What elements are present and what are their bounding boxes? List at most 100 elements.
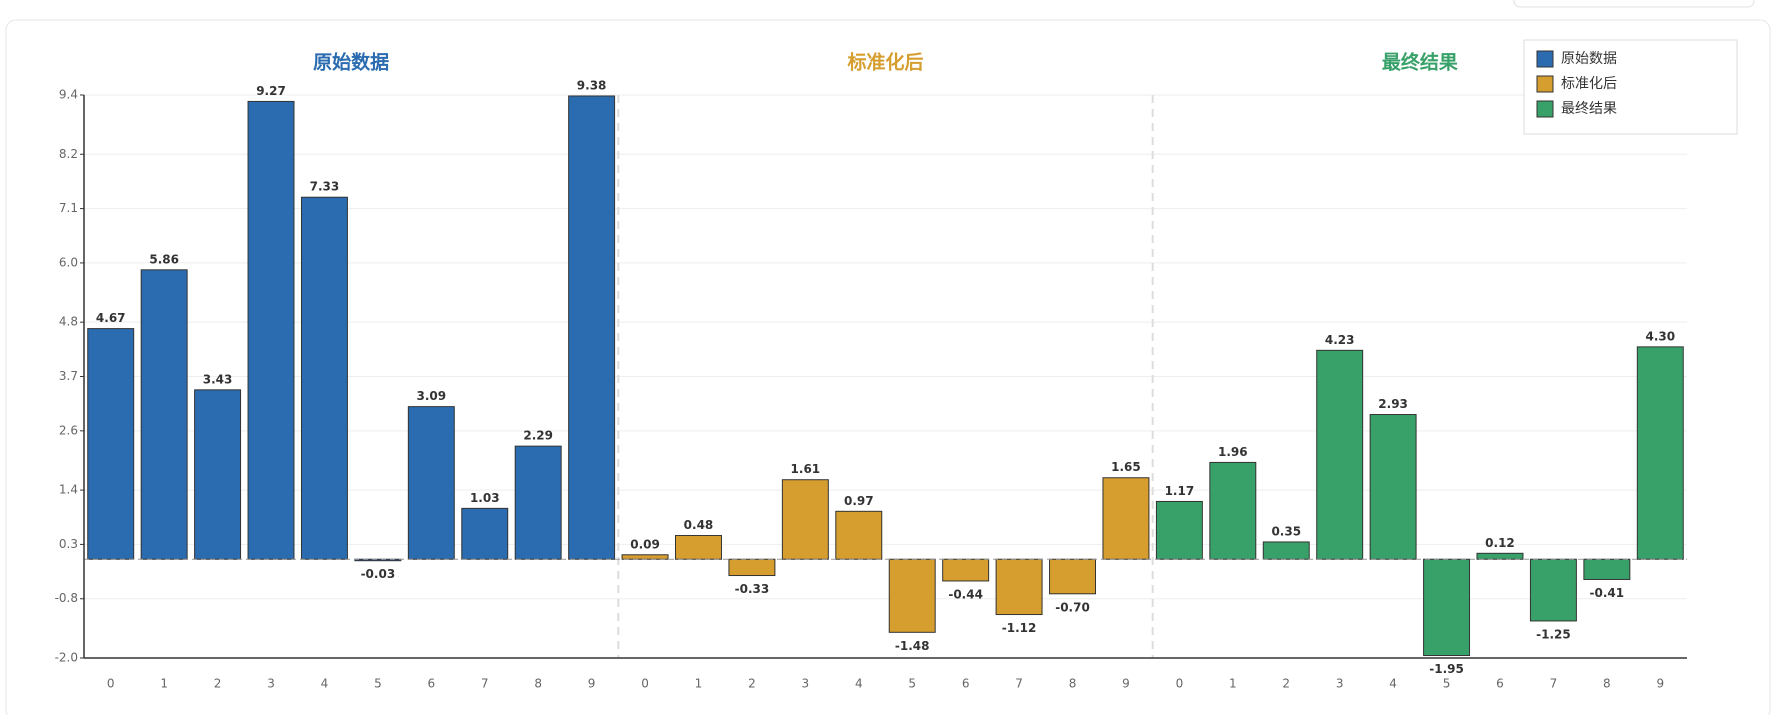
x-tick-label: 0 bbox=[107, 677, 115, 691]
value-label: 1.65 bbox=[1111, 460, 1141, 474]
x-tick-label: 5 bbox=[908, 677, 916, 691]
value-label: -1.25 bbox=[1536, 627, 1571, 641]
value-label: 4.67 bbox=[96, 311, 126, 325]
legend-swatch bbox=[1536, 75, 1554, 93]
bar bbox=[1369, 414, 1417, 560]
panel-title: 最终结果 bbox=[1382, 51, 1458, 74]
bar bbox=[781, 479, 829, 560]
x-tick-label: 1 bbox=[695, 677, 703, 691]
x-tick-label: 2 bbox=[1282, 677, 1290, 691]
y-tick-label: 8.2 bbox=[59, 147, 78, 161]
y-tick-label: 9.4 bbox=[59, 88, 78, 102]
x-tick-label: 2 bbox=[214, 677, 222, 691]
value-label: 0.48 bbox=[684, 518, 714, 532]
bar bbox=[835, 510, 883, 560]
bar bbox=[461, 507, 509, 560]
x-tick-label: 0 bbox=[641, 677, 649, 691]
bar bbox=[1636, 346, 1684, 560]
x-tick-label: 6 bbox=[962, 677, 970, 691]
panel-title: 原始数据 bbox=[313, 51, 389, 74]
bar bbox=[1209, 461, 1257, 560]
y-tick-label: -0.8 bbox=[55, 591, 78, 605]
x-tick-label: 7 bbox=[1550, 677, 1558, 691]
bar bbox=[942, 558, 990, 582]
bar bbox=[1316, 349, 1364, 560]
y-tick-label: 2.6 bbox=[59, 423, 78, 437]
bar bbox=[87, 328, 135, 560]
x-tick-label: 2 bbox=[748, 677, 756, 691]
bar bbox=[407, 406, 455, 560]
legend-box bbox=[1523, 39, 1738, 135]
bar bbox=[1102, 477, 1150, 560]
y-tick-label: 0.3 bbox=[59, 537, 78, 551]
bar bbox=[1262, 541, 1310, 560]
x-tick-label: 8 bbox=[1603, 677, 1611, 691]
value-label: -0.03 bbox=[361, 567, 396, 581]
value-label: 3.43 bbox=[203, 372, 233, 386]
bar bbox=[995, 558, 1043, 616]
y-tick-label: 1.4 bbox=[59, 483, 78, 497]
x-tick-label: 8 bbox=[1069, 677, 1077, 691]
bar bbox=[354, 558, 402, 562]
bar bbox=[888, 558, 936, 633]
value-label: 4.30 bbox=[1645, 329, 1675, 343]
value-label: 1.17 bbox=[1165, 484, 1195, 498]
x-tick-label: 1 bbox=[160, 677, 168, 691]
bar bbox=[194, 389, 242, 560]
x-tick-label: 5 bbox=[1443, 677, 1451, 691]
x-tick-label: 5 bbox=[374, 677, 382, 691]
value-label: 1.61 bbox=[791, 462, 821, 476]
value-label: -0.44 bbox=[948, 587, 983, 601]
value-label: 9.27 bbox=[256, 84, 286, 98]
bar bbox=[621, 554, 669, 560]
value-label: 5.86 bbox=[149, 252, 179, 266]
value-label: 0.12 bbox=[1485, 536, 1515, 550]
bar bbox=[140, 269, 188, 560]
value-label: -0.70 bbox=[1055, 600, 1090, 614]
bar bbox=[675, 535, 722, 560]
value-label: -1.95 bbox=[1429, 662, 1464, 676]
bar bbox=[514, 445, 562, 560]
legend-label: 原始数据 bbox=[1561, 51, 1617, 67]
y-tick-label: 6.0 bbox=[59, 255, 78, 269]
x-tick-label: 8 bbox=[534, 677, 542, 691]
value-label: 0.09 bbox=[630, 537, 660, 551]
legend-label: 标准化后 bbox=[1561, 76, 1617, 92]
value-label: -1.12 bbox=[1002, 621, 1037, 635]
value-label: -0.41 bbox=[1590, 586, 1625, 600]
x-tick-label: 3 bbox=[267, 677, 275, 691]
legend-label: 最终结果 bbox=[1561, 101, 1617, 117]
value-label: 9.38 bbox=[577, 78, 607, 92]
x-tick-label: 3 bbox=[1336, 677, 1344, 691]
x-tick-label: 3 bbox=[802, 677, 810, 691]
bar bbox=[1049, 558, 1096, 595]
value-label: 4.23 bbox=[1325, 333, 1355, 347]
bar bbox=[300, 196, 348, 560]
legend-swatch bbox=[1536, 50, 1554, 68]
value-label: 3.09 bbox=[417, 389, 447, 403]
x-tick-label: 4 bbox=[1389, 677, 1397, 691]
value-label: 0.35 bbox=[1271, 524, 1301, 538]
bar bbox=[1583, 558, 1631, 580]
value-label: 0.97 bbox=[844, 494, 874, 508]
bar bbox=[568, 95, 616, 560]
value-label: 7.33 bbox=[310, 180, 340, 194]
x-tick-label: 0 bbox=[1176, 677, 1184, 691]
x-tick-label: 7 bbox=[1015, 677, 1023, 691]
bar bbox=[1529, 558, 1577, 622]
bar bbox=[247, 100, 295, 560]
y-tick-label: 4.8 bbox=[59, 315, 78, 329]
value-label: -0.33 bbox=[735, 582, 770, 596]
x-tick-label: 6 bbox=[427, 677, 435, 691]
x-tick-label: 7 bbox=[481, 677, 489, 691]
panel-title: 标准化后 bbox=[847, 51, 923, 74]
bar bbox=[1155, 500, 1203, 560]
x-tick-label: 9 bbox=[1656, 677, 1664, 691]
bar bbox=[1423, 558, 1471, 657]
x-tick-label: 1 bbox=[1229, 677, 1237, 691]
x-tick-label: 4 bbox=[855, 677, 863, 691]
y-tick-label: -2.0 bbox=[55, 651, 78, 665]
bar bbox=[728, 558, 776, 577]
value-label: 1.96 bbox=[1218, 445, 1248, 459]
